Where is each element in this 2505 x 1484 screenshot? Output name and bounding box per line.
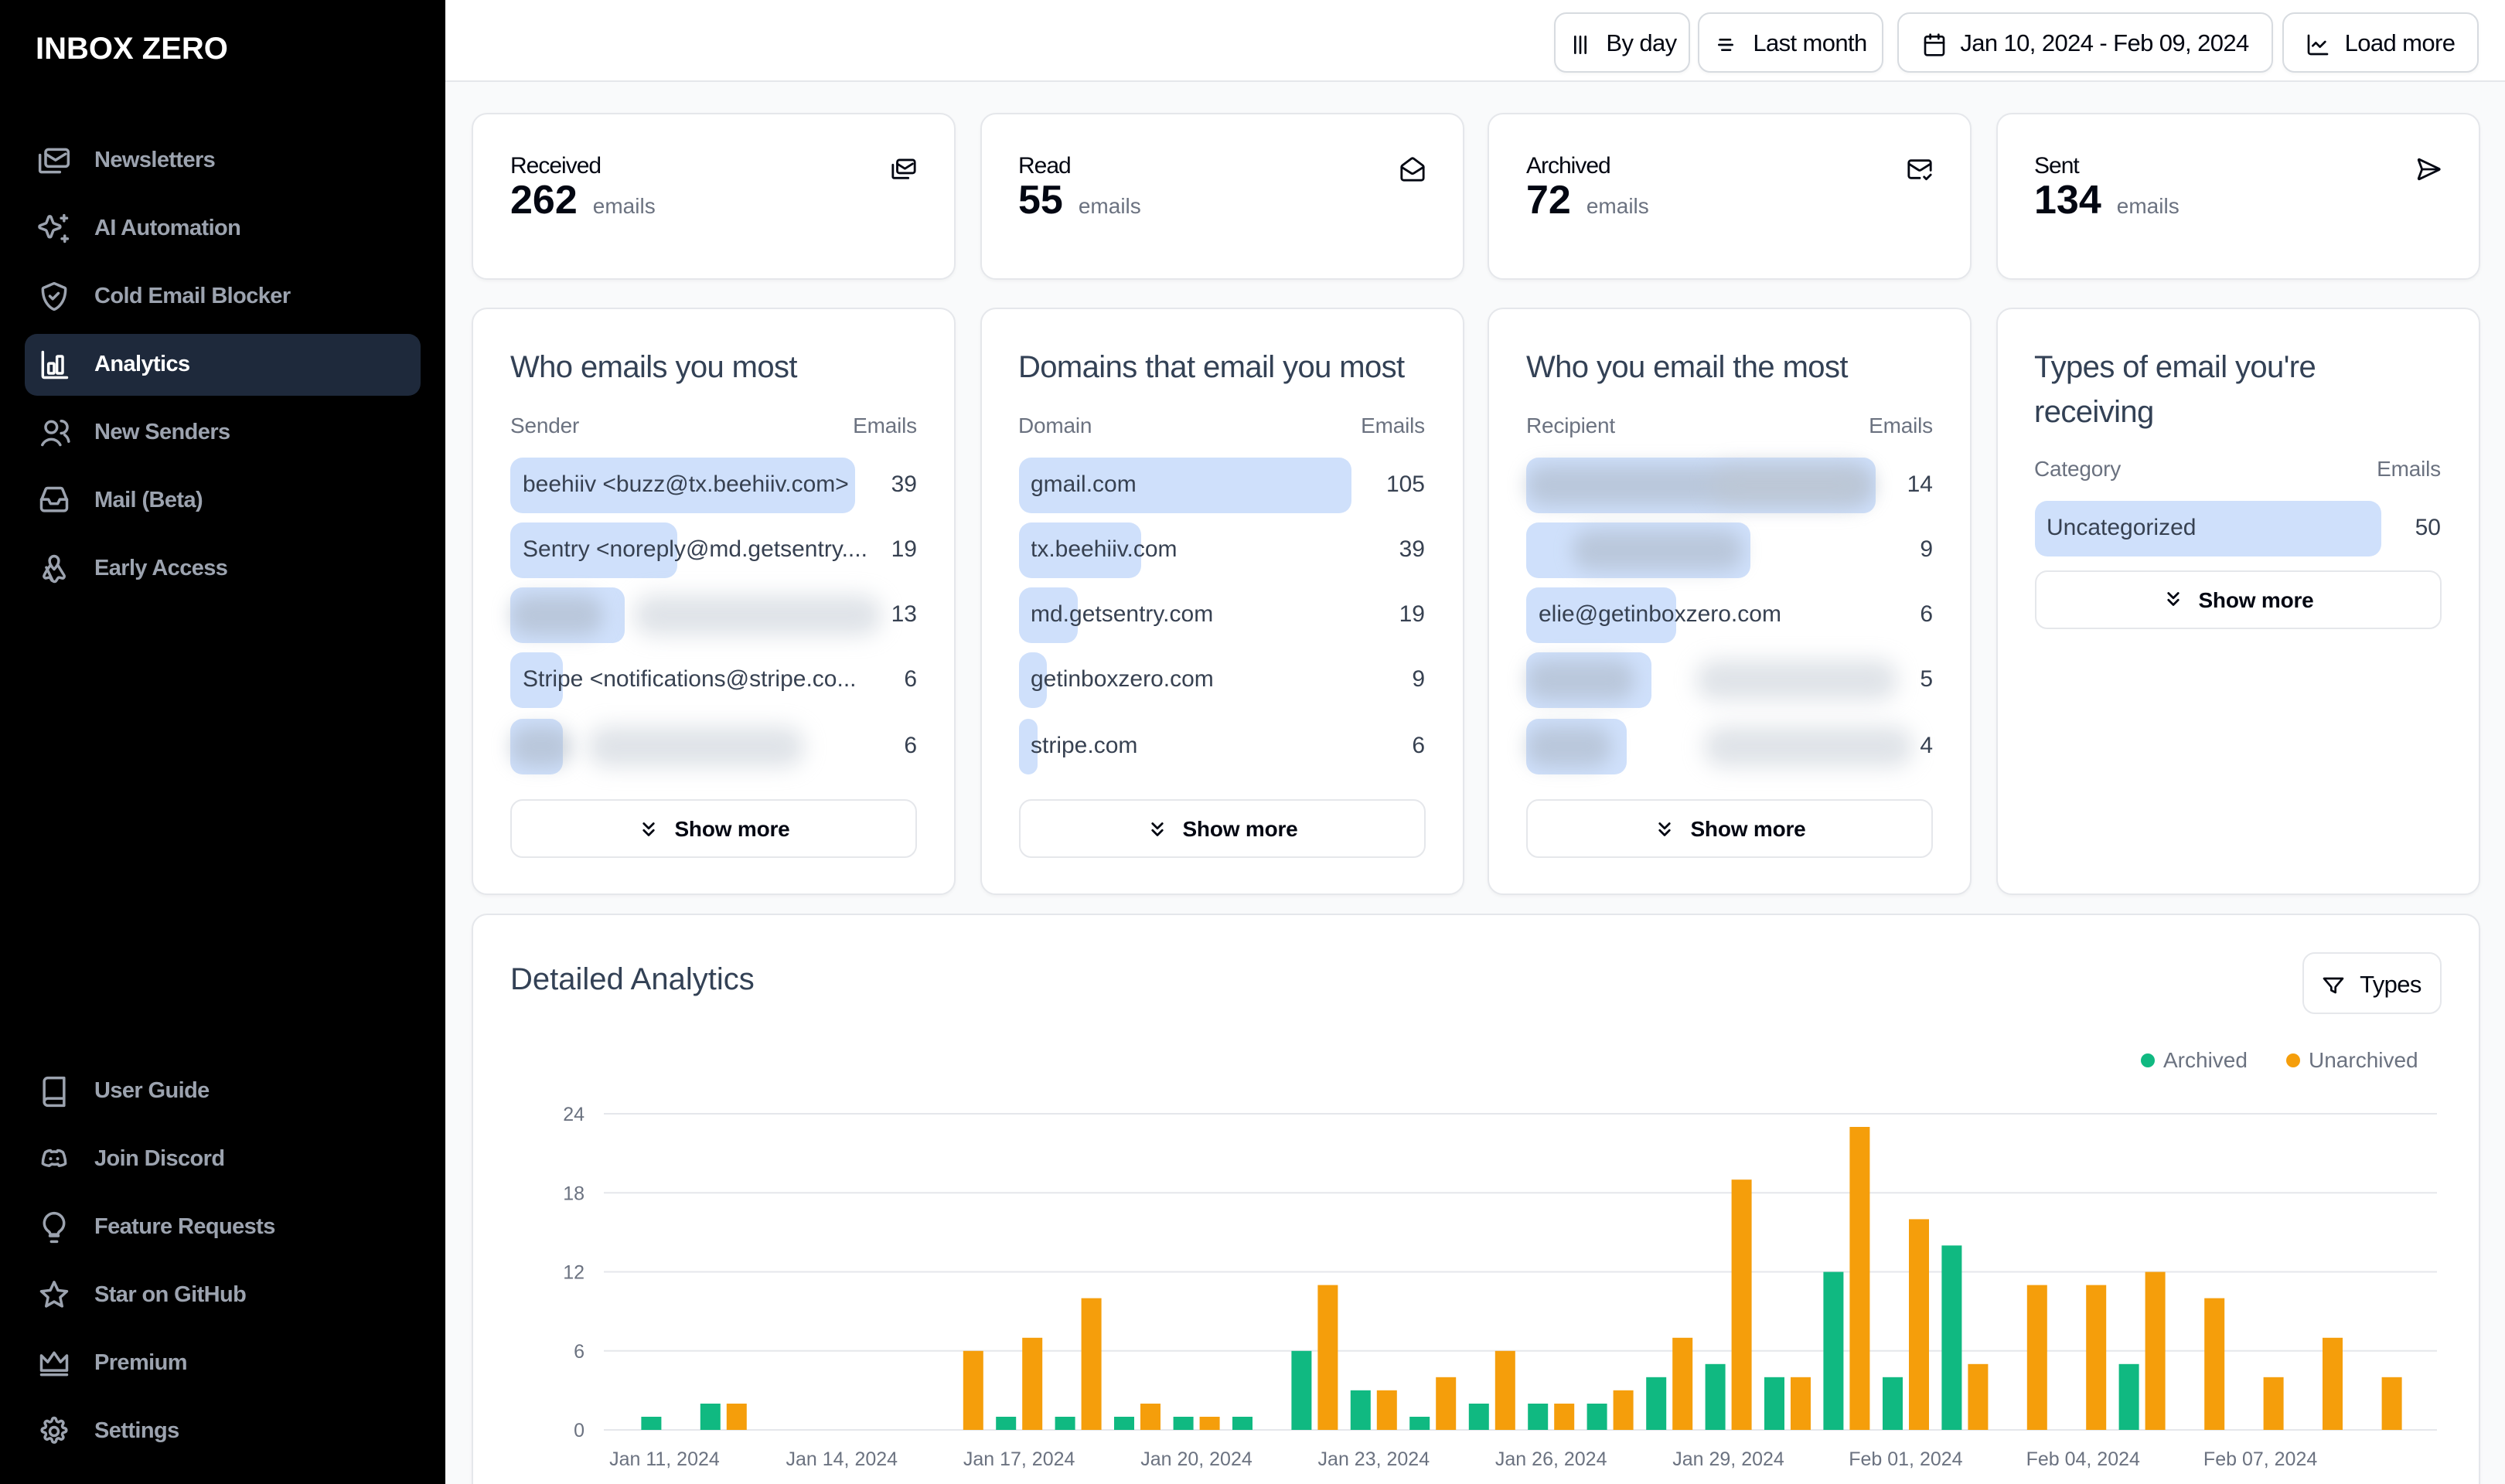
svg-text:18: 18 <box>563 1183 584 1204</box>
svg-text:Jan 14, 2024: Jan 14, 2024 <box>786 1448 898 1470</box>
svg-text:0: 0 <box>574 1420 584 1441</box>
svg-text:Feb 04, 2024: Feb 04, 2024 <box>2026 1448 2140 1470</box>
svg-text:Jan 23, 2024: Jan 23, 2024 <box>1318 1448 1430 1470</box>
svg-text:Jan 20, 2024: Jan 20, 2024 <box>1140 1448 1252 1470</box>
svg-text:Unarchived: Unarchived <box>2309 1048 2418 1072</box>
svg-text:Archived: Archived <box>2163 1048 2248 1072</box>
svg-text:24: 24 <box>563 1104 584 1125</box>
svg-text:Jan 26, 2024: Jan 26, 2024 <box>1495 1448 1607 1470</box>
svg-text:Feb 07, 2024: Feb 07, 2024 <box>2203 1448 2317 1470</box>
svg-text:12: 12 <box>563 1262 584 1284</box>
svg-text:Jan 29, 2024: Jan 29, 2024 <box>1672 1448 1784 1470</box>
svg-text:Jan 17, 2024: Jan 17, 2024 <box>963 1448 1075 1470</box>
svg-text:Jan 11, 2024: Jan 11, 2024 <box>609 1448 720 1470</box>
svg-text:Feb 01, 2024: Feb 01, 2024 <box>1849 1448 1962 1470</box>
svg-text:6: 6 <box>574 1341 584 1363</box>
